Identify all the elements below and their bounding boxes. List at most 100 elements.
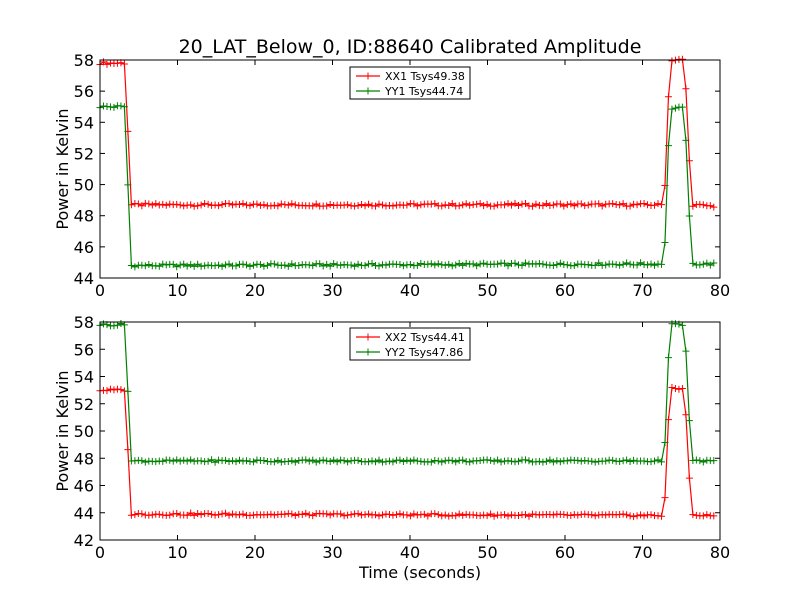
data-point	[138, 510, 146, 518]
data-point	[640, 200, 648, 208]
data-point	[229, 201, 237, 209]
data-point	[689, 202, 697, 210]
data-point	[340, 512, 348, 520]
data-point	[396, 456, 404, 464]
data-point	[354, 260, 362, 268]
data-point	[260, 262, 268, 270]
data-point	[504, 457, 512, 465]
data-point	[127, 511, 135, 519]
data-point	[232, 262, 240, 270]
data-point	[671, 385, 679, 393]
data-point	[685, 417, 693, 425]
data-point	[532, 200, 540, 208]
data-point	[337, 456, 345, 464]
data-point	[256, 260, 264, 268]
data-point	[476, 457, 484, 465]
data-point	[187, 456, 195, 464]
data-point	[563, 201, 571, 209]
data-point	[270, 458, 278, 466]
data-point	[256, 201, 264, 209]
data-point	[511, 259, 519, 267]
data-point	[236, 511, 243, 519]
data-point	[556, 259, 564, 267]
data-point	[120, 321, 128, 329]
data-point	[378, 458, 386, 466]
x-tick-label: 80	[710, 543, 730, 562]
data-point	[623, 456, 631, 464]
data-point	[117, 320, 125, 328]
data-point	[521, 259, 529, 267]
data-point	[399, 262, 407, 270]
data-point	[563, 261, 571, 269]
data-point	[277, 458, 285, 466]
data-point	[180, 456, 188, 464]
x-tick-label: 80	[710, 281, 730, 300]
data-point	[392, 511, 400, 519]
data-point	[706, 202, 714, 210]
data-point	[145, 200, 153, 208]
data-point	[197, 511, 205, 519]
data-point	[619, 457, 627, 465]
data-point	[396, 260, 404, 268]
y-tick-label: 56	[74, 82, 94, 101]
data-point	[542, 457, 550, 465]
data-point	[145, 261, 153, 269]
data-point	[396, 510, 404, 518]
data-point	[281, 510, 289, 518]
data-point	[246, 262, 254, 270]
data-point	[242, 457, 250, 465]
data-point	[385, 511, 393, 519]
y-tick-label: 58	[74, 51, 94, 70]
x-tick-label: 0	[95, 543, 105, 562]
data-point	[131, 511, 139, 519]
y-tick-label: 50	[74, 176, 94, 195]
data-point	[319, 262, 327, 270]
data-point	[347, 511, 355, 519]
data-point	[239, 200, 247, 208]
data-point	[515, 512, 522, 520]
data-point	[678, 384, 686, 392]
data-point	[372, 511, 380, 519]
data-point	[588, 511, 596, 519]
data-point	[229, 457, 237, 465]
data-point	[591, 512, 599, 520]
data-point	[403, 511, 411, 519]
data-point	[626, 260, 634, 268]
data-point	[190, 511, 198, 519]
data-point	[236, 201, 243, 209]
data-point	[438, 512, 446, 520]
data-point	[431, 510, 439, 518]
x-tick-label: 50	[477, 281, 497, 300]
data-point	[539, 260, 547, 268]
x-tick-label: 10	[167, 281, 187, 300]
data-point	[113, 321, 121, 329]
data-point	[462, 510, 470, 518]
plots: 0 10 20 30 40 50 60 70 80 44 46 48 50 52 54 56 58 Power i…	[53, 51, 730, 582]
data-point	[417, 201, 425, 209]
data-point	[570, 511, 578, 519]
data-point	[330, 456, 338, 464]
x-tick-label: 0	[95, 281, 105, 300]
data-point	[671, 104, 679, 112]
data-point	[141, 262, 149, 270]
data-point	[459, 511, 467, 519]
data-point	[176, 261, 184, 269]
data-point	[138, 261, 146, 269]
y-tick-label: 56	[74, 340, 94, 359]
data-point	[699, 260, 707, 268]
data-point	[689, 259, 697, 267]
data-point	[197, 201, 205, 209]
data-point	[577, 200, 585, 208]
data-point	[155, 201, 163, 209]
y-tick-label: 46	[74, 477, 94, 496]
data-point	[427, 260, 435, 268]
data-point	[218, 201, 226, 209]
data-point	[637, 511, 645, 519]
data-point	[563, 457, 571, 465]
data-point	[375, 512, 383, 520]
data-point	[218, 510, 226, 518]
data-point	[448, 262, 456, 270]
data-point	[644, 261, 652, 269]
y-tick-label: 46	[74, 238, 94, 257]
data-point	[288, 510, 296, 518]
